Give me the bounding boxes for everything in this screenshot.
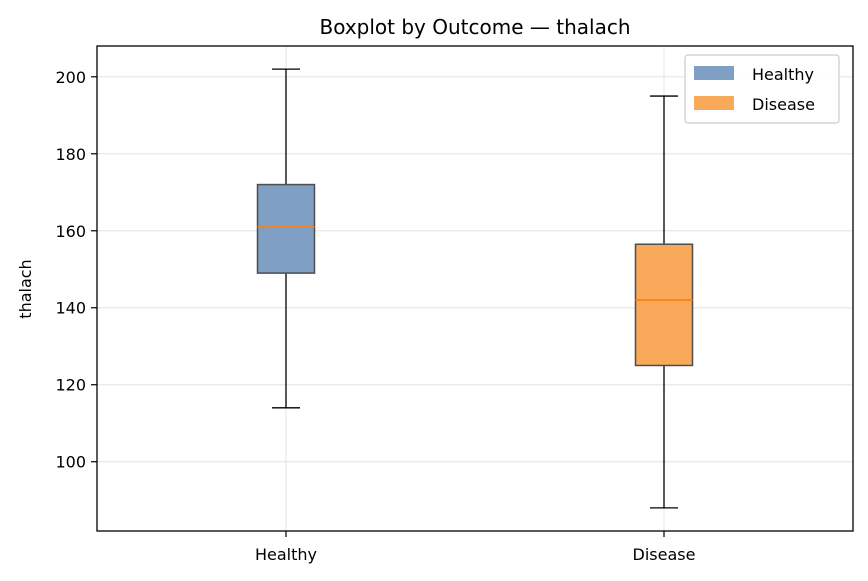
x-axis: Healthy Disease <box>255 531 695 564</box>
y-tick-label-100: 100 <box>55 453 86 472</box>
boxes-group <box>256 68 694 509</box>
legend-label-disease: Disease <box>752 95 815 114</box>
legend: Healthy Disease <box>684 54 840 124</box>
y-tick-label-160: 160 <box>55 222 86 241</box>
y-axis-label: thalach <box>16 259 35 318</box>
box-healthy <box>256 68 316 409</box>
y-tick-label-180: 180 <box>55 145 86 164</box>
x-tick-label-healthy: Healthy <box>255 545 317 564</box>
y-tick-label-140: 140 <box>55 299 86 318</box>
legend-swatch-healthy <box>694 66 734 80</box>
legend-swatch-disease <box>694 96 734 110</box>
y-tick-label-200: 200 <box>55 68 86 87</box>
y-axis: 100 120 140 160 180 200 <box>55 68 97 472</box>
y-tick-label-120: 120 <box>55 376 86 395</box>
chart-title: Boxplot by Outcome — thalach <box>319 15 630 39</box>
legend-label-healthy: Healthy <box>752 65 814 84</box>
x-tick-label-disease: Disease <box>633 545 696 564</box>
iqr-box-healthy <box>256 183 316 274</box>
iqr-box-disease <box>634 243 694 367</box>
plot-frame <box>96 45 854 532</box>
box-disease <box>634 95 694 509</box>
